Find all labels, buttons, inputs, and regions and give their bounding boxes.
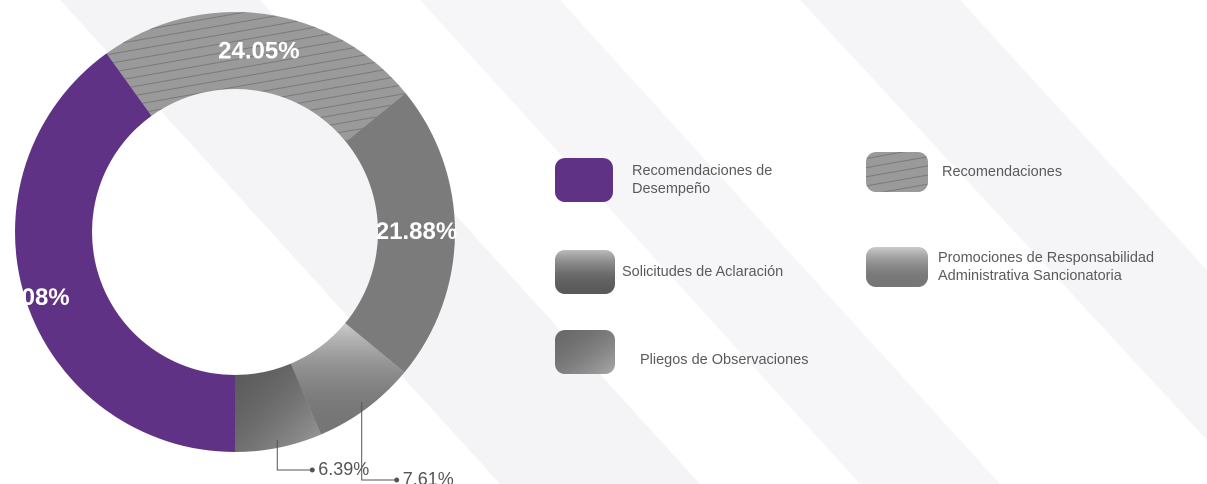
segment-shade: [290, 323, 405, 435]
leader-dot: [394, 477, 400, 483]
legend-label: Promociones de Responsabilidad Administr…: [938, 250, 1155, 284]
legend-swatch: [555, 158, 613, 202]
segment-hatch: [106, 11, 406, 142]
segment-shade: [235, 363, 321, 452]
legend-shade: [866, 247, 928, 287]
data-label: 7.61%: [403, 469, 454, 484]
legend-shade: [555, 250, 615, 294]
legend-shade: [555, 330, 615, 374]
legend-label: Recomendaciones: [942, 164, 1063, 180]
legend-label: Solicitudes de Aclaración: [622, 264, 784, 280]
donut-segment: [345, 93, 455, 373]
legend-label: Pliegos de Observaciones: [640, 352, 809, 368]
donut: 24.05% 21.88% 7.61% 6.39% 40.08%: [0, 11, 457, 484]
data-label: 40.08%: [0, 284, 70, 311]
legend-hatch: [866, 152, 928, 192]
leader-line: [276, 439, 313, 471]
data-label: 24.05%: [218, 37, 299, 64]
legend-label: Recomendaciones de Desempeño: [632, 163, 773, 197]
data-label: 6.39%: [318, 459, 369, 479]
leader-line: [361, 401, 397, 481]
leader-dot: [309, 467, 315, 473]
data-label: 21.88%: [376, 218, 457, 245]
donut-segment: [15, 53, 236, 453]
